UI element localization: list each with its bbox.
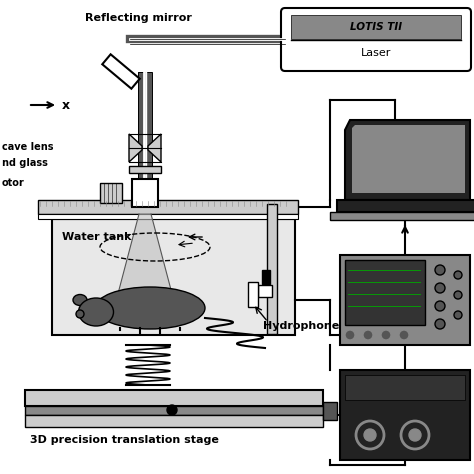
Circle shape (454, 291, 462, 299)
Circle shape (401, 421, 429, 449)
Text: x: x (62, 99, 70, 111)
Text: 3D precision translation stage: 3D precision translation stage (30, 435, 219, 445)
Circle shape (356, 421, 384, 449)
Circle shape (345, 330, 355, 340)
Polygon shape (115, 214, 175, 305)
Bar (25, 415, 323, 427)
Text: Reflecting mirror: Reflecting mirror (85, 13, 192, 23)
FancyBboxPatch shape (281, 8, 471, 71)
Bar (132, 179, 158, 207)
Text: Hydrophone: Hydrophone (263, 321, 339, 331)
Circle shape (454, 311, 462, 319)
Bar (138, 72, 152, 242)
Circle shape (435, 319, 445, 329)
Bar (25, 406, 323, 415)
Bar (345, 375, 465, 400)
Polygon shape (129, 134, 142, 162)
Bar (337, 200, 474, 212)
Bar (100, 183, 122, 203)
Circle shape (435, 283, 445, 293)
Ellipse shape (79, 298, 113, 326)
Ellipse shape (73, 294, 87, 306)
Bar (291, 15, 461, 39)
Circle shape (435, 265, 445, 275)
Polygon shape (345, 120, 470, 200)
Text: Laser: Laser (361, 48, 391, 58)
Bar (25, 390, 323, 406)
Ellipse shape (95, 287, 205, 329)
Polygon shape (148, 134, 161, 162)
Polygon shape (352, 125, 465, 193)
Bar (138, 72, 152, 242)
Circle shape (167, 405, 177, 415)
Bar (323, 402, 337, 420)
Bar (340, 255, 470, 345)
Text: LOTIS TII: LOTIS TII (350, 22, 402, 32)
Bar (52, 219, 295, 335)
Text: Water tank: Water tank (62, 232, 131, 242)
Text: cave lens: cave lens (2, 142, 54, 152)
Text: otor: otor (2, 178, 25, 188)
Circle shape (364, 429, 376, 441)
Circle shape (435, 301, 445, 311)
Bar (258, 285, 272, 297)
Circle shape (399, 330, 409, 340)
Bar (340, 370, 470, 460)
Circle shape (363, 330, 373, 340)
Bar (262, 270, 270, 284)
Bar (129, 166, 161, 173)
Circle shape (76, 310, 84, 318)
Circle shape (381, 330, 391, 340)
Bar (267, 204, 277, 334)
Bar (38, 200, 298, 214)
Bar (102, 55, 140, 89)
Bar (38, 214, 298, 219)
Bar (248, 282, 258, 307)
Bar (330, 212, 474, 220)
Circle shape (454, 271, 462, 279)
Bar (345, 260, 425, 325)
Circle shape (409, 429, 421, 441)
Text: nd glass: nd glass (2, 158, 48, 168)
